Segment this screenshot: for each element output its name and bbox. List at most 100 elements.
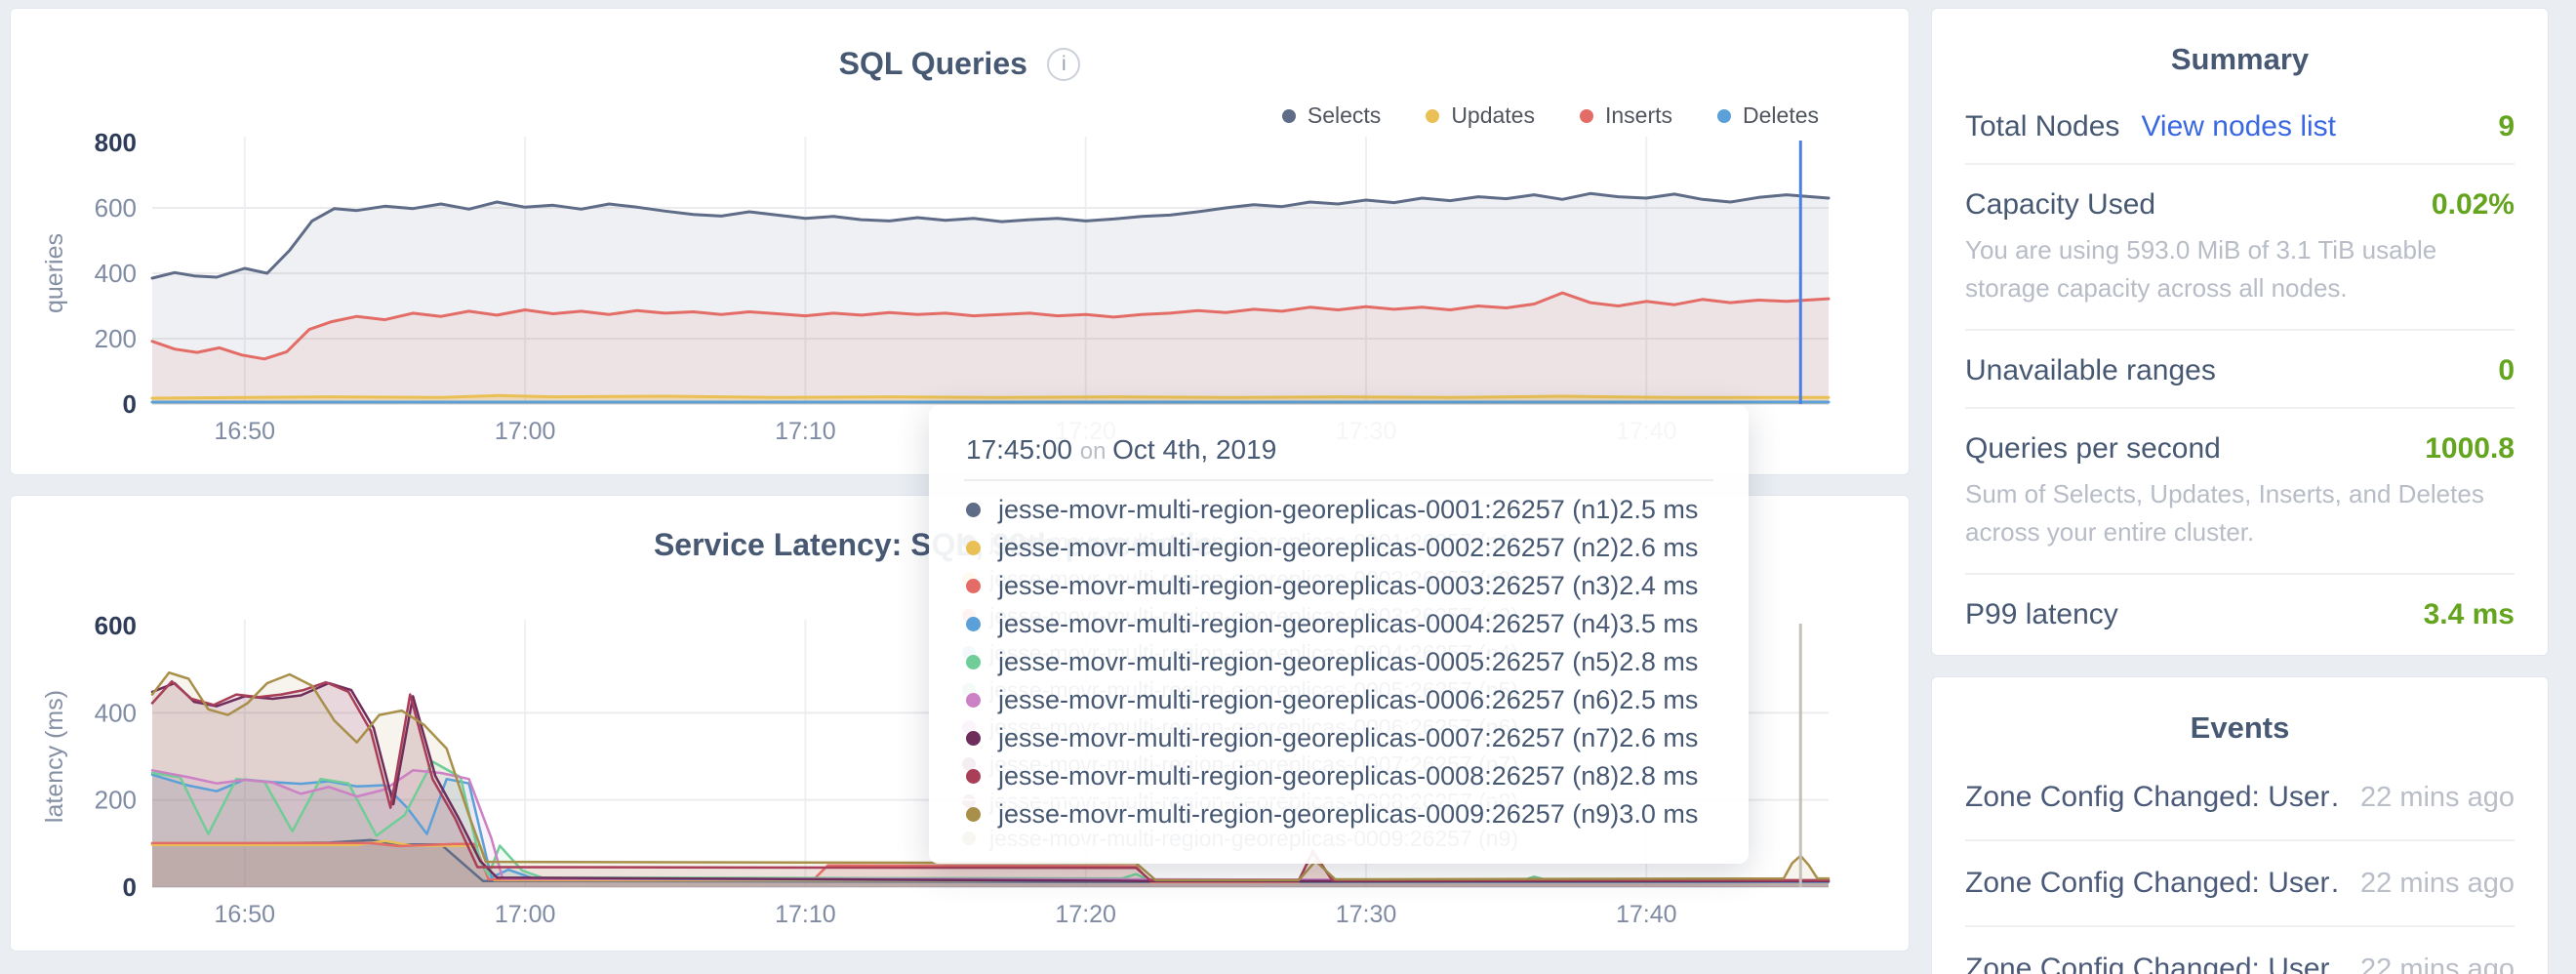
tooltip-conj: on [1079, 438, 1107, 465]
svg-text:16:50: 16:50 [215, 418, 276, 445]
svg-text:400: 400 [95, 259, 137, 288]
legend-label: Selects [1307, 102, 1382, 128]
legend-label: Updates [1451, 102, 1535, 128]
service-latency-chart[interactable]: 16:50 17:00 17:10 17:20 17:30 17:40 0 200 400 600… [11, 496, 1911, 953]
event-row[interactable]: Zone Config Changed: User… 22 mins ago [1965, 755, 2515, 839]
node-name: jesse-movr-multi-region-georeplicas-0008… [998, 761, 1620, 791]
updates-dot-icon [1426, 108, 1440, 123]
svg-text:0: 0 [123, 873, 137, 902]
capacity-value: 0.02% [2431, 188, 2515, 221]
summary-body: Total Nodes View nodes list 9 Capacity U… [1932, 87, 2548, 651]
legend-item-selects[interactable]: Selects [1281, 102, 1382, 129]
tooltip-row-n9: jesse-movr-multi-region-georeplicas-0009… [964, 795, 1713, 833]
event-label: Zone Config Changed: User… [1965, 781, 2337, 813]
svg-text:17:10: 17:10 [775, 901, 836, 928]
summary-row-unavailable: Unavailable ranges 0 [1965, 329, 2515, 407]
node-latency-value: 2.8 ms [1619, 761, 1699, 791]
event-row[interactable]: Zone Config Changed: User… 22 mins ago [1965, 925, 2515, 974]
tooltip-timestamp: 17:45:00 on Oct 4th, 2019 [964, 428, 1713, 481]
tooltip-row-n5: jesse-movr-multi-region-georeplicas-0005… [964, 643, 1713, 681]
node-dot-icon [966, 541, 981, 555]
tooltip-time: 17:45:00 [966, 434, 1072, 465]
node-name: jesse-movr-multi-region-georeplicas-0007… [998, 723, 1620, 752]
tooltip-date: Oct 4th, 2019 [1112, 434, 1277, 465]
event-time: 22 mins ago [2360, 954, 2515, 974]
sql-queries-card: SQL Queries i Selects Updates Inserts De… [10, 8, 1910, 475]
event-time: 22 mins ago [2360, 868, 2515, 899]
tooltip-rows: jesse-movr-multi-region-georeplicas-0001… [964, 481, 1713, 833]
node-name: jesse-movr-multi-region-georeplicas-0002… [998, 533, 1620, 562]
svg-text:17:30: 17:30 [1336, 901, 1397, 928]
info-icon[interactable]: i [1047, 47, 1081, 81]
node-name: jesse-movr-multi-region-georeplicas-0003… [998, 571, 1620, 600]
svg-text:200: 200 [95, 324, 137, 353]
tooltip-row-n3: jesse-movr-multi-region-georeplicas-0003… [964, 567, 1713, 605]
node-latency-value: 2.4 ms [1619, 571, 1699, 600]
node-dot-icon [966, 579, 981, 593]
svg-text:800: 800 [95, 128, 137, 157]
sql-queries-chart[interactable]: 16:5017:0017:1017:2017:3017:400200400600… [11, 9, 1911, 476]
events-body: Zone Config Changed: User… 22 mins ago Z… [1932, 755, 2548, 974]
svg-text:600: 600 [95, 611, 137, 640]
node-name: jesse-movr-multi-region-georeplicas-0004… [998, 609, 1620, 638]
events-title: Events [2190, 710, 2290, 745]
node-dot-icon [966, 769, 981, 784]
svg-text:16:50: 16:50 [215, 901, 276, 928]
legend-item-updates[interactable]: Updates [1426, 102, 1535, 129]
node-latency-value: 3.5 ms [1619, 609, 1699, 638]
event-row[interactable]: Zone Config Changed: User… 22 mins ago [1965, 839, 2515, 925]
qps-value: 1000.8 [2425, 432, 2515, 465]
legend-label: Inserts [1604, 102, 1673, 128]
svg-text:600: 600 [95, 193, 137, 223]
total-nodes-value: 9 [2498, 110, 2515, 142]
chart-hover-tooltip: 17:45:00 on Oct 4th, 2019 jesse-movr-mul… [929, 405, 1749, 864]
legend-label: Deletes [1743, 102, 1819, 128]
node-latency-value: 2.8 ms [1619, 647, 1699, 676]
summary-title: Summary [2170, 42, 2310, 76]
node-latency-value: 2.5 ms [1619, 495, 1699, 524]
node-name: jesse-movr-multi-region-georeplicas-0001… [998, 495, 1620, 524]
unavailable-ranges-value: 0 [2498, 354, 2515, 386]
sql-queries-title-row: SQL Queries i [11, 46, 1909, 82]
node-latency-value: 2.6 ms [1619, 723, 1699, 752]
node-dot-icon [966, 503, 981, 517]
selects-dot-icon [1281, 108, 1296, 123]
svg-text:queries: queries [41, 233, 68, 313]
qps-label: Queries per second [1965, 432, 2221, 465]
p99-latency-label: P99 latency [1965, 598, 2118, 630]
deletes-dot-icon [1717, 108, 1732, 123]
svg-text:0: 0 [123, 389, 137, 419]
summary-panel: Summary Total Nodes View nodes list 9 Ca… [1931, 8, 2549, 656]
svg-text:17:00: 17:00 [495, 418, 556, 445]
unavailable-ranges-label: Unavailable ranges [1965, 354, 2216, 386]
node-name: jesse-movr-multi-region-georeplicas-0006… [998, 685, 1620, 714]
summary-row-p99: P99 latency 3.4 ms [1965, 573, 2515, 651]
tooltip-row-n7: jesse-movr-multi-region-georeplicas-0007… [964, 719, 1713, 757]
node-name: jesse-movr-multi-region-georeplicas-0005… [998, 647, 1620, 676]
events-panel: Events Zone Config Changed: User… 22 min… [1931, 676, 2549, 974]
tooltip-row-n4: jesse-movr-multi-region-georeplicas-0004… [964, 605, 1713, 643]
tooltip-row-n6: jesse-movr-multi-region-georeplicas-0006… [964, 681, 1713, 719]
legend-item-deletes[interactable]: Deletes [1717, 102, 1819, 129]
tooltip-row-n2: jesse-movr-multi-region-georeplicas-0002… [964, 529, 1713, 567]
legend-item-inserts[interactable]: Inserts [1579, 102, 1673, 129]
node-latency-value: 2.5 ms [1619, 685, 1699, 714]
svg-text:17:20: 17:20 [1055, 901, 1116, 928]
node-name: jesse-movr-multi-region-georeplicas-0009… [998, 799, 1620, 829]
capacity-description: You are using 593.0 MiB of 3.1 TiB usabl… [1965, 235, 2437, 303]
tooltip-row-n8: jesse-movr-multi-region-georeplicas-0008… [964, 757, 1713, 795]
summary-row-total-nodes: Total Nodes View nodes list 9 [1965, 87, 2515, 163]
sql-queries-title: SQL Queries [838, 46, 1027, 81]
event-label: Zone Config Changed: User… [1965, 953, 2337, 974]
svg-text:17:10: 17:10 [775, 418, 836, 445]
svg-text:latency (ms): latency (ms) [41, 690, 68, 823]
svg-text:400: 400 [95, 698, 137, 727]
view-nodes-list-link[interactable]: View nodes list [2141, 110, 2336, 142]
tooltip-row-n1: jesse-movr-multi-region-georeplicas-0001… [964, 491, 1713, 529]
node-dot-icon [966, 807, 981, 822]
qps-description: Sum of Selects, Updates, Inserts, and De… [1965, 479, 2484, 547]
event-label: Zone Config Changed: User… [1965, 867, 2337, 899]
sql-queries-legend: Selects Updates Inserts Deletes [1281, 102, 1819, 129]
summary-row-qps: Queries per second 1000.8 [1965, 407, 2515, 485]
